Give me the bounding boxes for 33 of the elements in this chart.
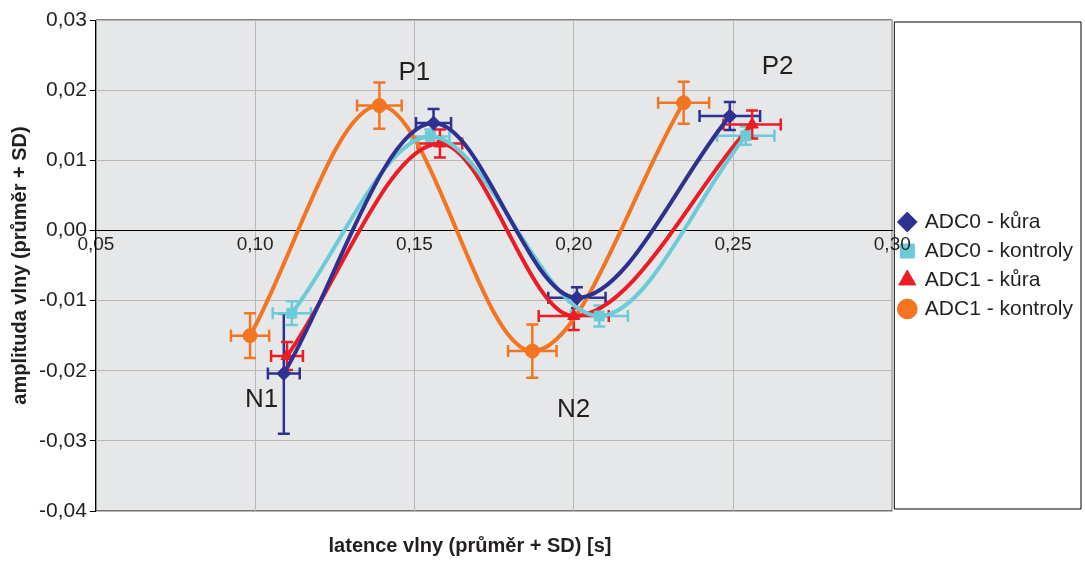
point — [567, 308, 581, 320]
y-tick-label: 0,01 — [45, 147, 87, 171]
x-tick-label: 0,20 — [555, 233, 593, 255]
y-tick-label: 0,03 — [45, 6, 87, 30]
legend-label: ADC0 - kontroly — [924, 237, 1074, 261]
y-tick-label: -0,01 — [38, 287, 87, 311]
y-tick-label: -0,03 — [38, 427, 87, 451]
point — [276, 366, 292, 382]
point — [371, 98, 387, 114]
annotation: P1 — [398, 56, 431, 87]
annotation: N2 — [557, 393, 591, 424]
point — [722, 108, 738, 124]
y-tick-label: -0,04 — [38, 497, 88, 521]
point — [426, 115, 442, 131]
point — [242, 328, 258, 344]
x-tick-label: 0,25 — [714, 233, 752, 255]
x-tick-label: 0,15 — [395, 233, 433, 255]
point — [593, 310, 605, 322]
x-tick-label: 0,10 — [236, 233, 274, 255]
point — [524, 343, 540, 359]
legend-label: ADC1 - kůra — [924, 266, 1041, 290]
point — [286, 307, 298, 319]
y-tick-label: -0,02 — [38, 357, 87, 381]
legend-label: ADC1 - kontroly — [924, 295, 1074, 319]
y-tick-label: 0,02 — [45, 76, 87, 100]
point — [569, 290, 585, 306]
annotation: P2 — [761, 50, 794, 81]
y-axis-title: amplituda vlny (průměr + SD) — [7, 126, 30, 405]
legend-label: ADC0 - kůra — [924, 208, 1041, 232]
point — [745, 117, 759, 129]
annotation: N1 — [244, 383, 279, 414]
point — [676, 95, 692, 111]
x-axis-title: latence vlny (průměr + SD) [s] — [327, 534, 613, 557]
